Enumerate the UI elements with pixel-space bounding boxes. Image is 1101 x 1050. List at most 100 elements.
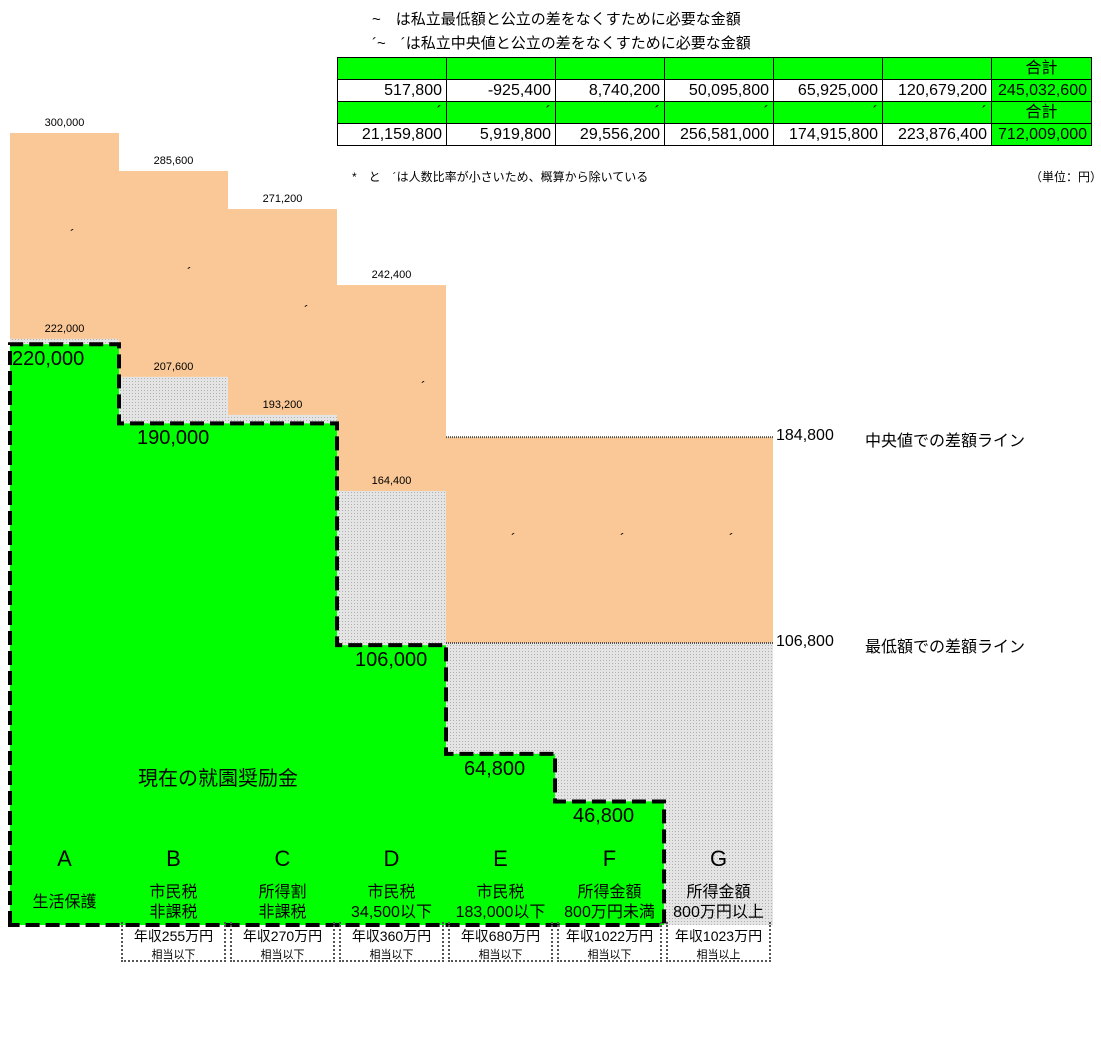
min-gap-bar <box>555 643 664 802</box>
category-letter: G <box>709 846 728 871</box>
category-label: 所得金額 <box>686 884 751 901</box>
current-subsidy-outline <box>8 342 666 927</box>
min-gap-bar <box>664 643 773 925</box>
median-value-label: 271,200 <box>262 193 303 206</box>
income-label: 年収270万円相当以下 <box>230 922 335 962</box>
income-label-line2: 相当以下 <box>587 949 632 961</box>
segment-mark: ´ <box>620 530 625 547</box>
min-value-label: 164,400 <box>371 474 412 487</box>
category-label: 183,000以下 <box>455 904 546 921</box>
unit-label: （単位：円） <box>1030 170 1101 184</box>
current-subsidy-bar <box>337 645 446 925</box>
segment-mark: ´ <box>70 225 75 242</box>
income-label-line1: 年収360万円 <box>351 928 432 944</box>
min-value-label: 207,600 <box>153 360 194 373</box>
income-label: 年収1023万円相当以上 <box>666 922 771 962</box>
median-gap-bar <box>337 285 446 491</box>
segment-mark: ´ <box>304 301 309 318</box>
income-label-line2: 相当以下 <box>151 949 196 961</box>
segment-mark: ´ <box>729 530 734 547</box>
income-label-line1: 年収680万円 <box>460 928 541 944</box>
summary-median-row: 21,159,800 5,919,800 29,556,200 256,581,… <box>337 123 1092 146</box>
total-header: 合計 <box>991 57 1092 80</box>
median-value-label: 242,400 <box>371 269 412 282</box>
category-label: 所得金額 <box>577 884 642 901</box>
reference-line-label: 最低額での差額ライン <box>865 639 1026 657</box>
category-label: 生活保護 <box>32 894 97 911</box>
reference-line-label: 中央値での差額ライン <box>865 433 1026 451</box>
category-label: 34,500以下 <box>351 904 432 921</box>
category-letter: C <box>274 846 291 871</box>
segment-mark: ´ <box>511 530 516 547</box>
table-cell: ´ <box>773 101 883 124</box>
table-cell: 256,581,000 <box>664 123 774 146</box>
income-label-line2: 相当以下 <box>260 949 305 961</box>
table-cell: 50,095,800 <box>664 79 774 102</box>
current-value-label: 220,000 <box>12 348 85 371</box>
category-letter: D <box>383 846 400 871</box>
median-gap-bar <box>664 437 773 644</box>
min-gap-bar <box>228 414 337 424</box>
reference-value-label: 106,800 <box>776 633 834 651</box>
current-value-label: 106,000 <box>355 649 428 672</box>
income-label-line1: 年収270万円 <box>242 928 323 944</box>
table-cell: ´ <box>555 101 665 124</box>
min-value-label: 193,200 <box>262 398 303 411</box>
min-gap-bar <box>337 490 446 646</box>
current-value-label: 46,800 <box>573 805 635 828</box>
table-cell: -925,400 <box>446 79 556 102</box>
current-subsidy-bar <box>10 344 119 925</box>
legend-min-gap: ~ は私立最低額と公立の差をなくすために必要な金額 <box>372 11 741 28</box>
current-subsidy-bar <box>119 423 228 925</box>
current-subsidy-bar <box>446 753 555 925</box>
summary-min-row: 517,800 -925,400 8,740,200 50,095,800 65… <box>337 79 1092 102</box>
table-cell: 29,556,200 <box>555 123 665 146</box>
total-cell: 712,009,000 <box>991 123 1092 146</box>
income-label: 年収1022万円 相当以下 <box>557 922 662 962</box>
reference-value-label: 184,800 <box>776 427 834 445</box>
table-cell: 174,915,800 <box>773 123 883 146</box>
income-label-line2: 相当以下 <box>478 949 523 961</box>
income-label-line2: 相当以下 <box>369 949 414 961</box>
category-label: 非課税 <box>149 904 198 921</box>
median-gap-bar <box>10 133 119 339</box>
summary-header-row: 合計 <box>337 57 1092 80</box>
current-value-label: 190,000 <box>137 427 210 450</box>
legend-median-gap: ´~ ´は私立中央値と公立の差をなくすために必要な金額 <box>372 35 751 52</box>
segment-mark: ´ <box>187 263 192 280</box>
table-cell: 5,919,800 <box>446 123 556 146</box>
median-gap-bar <box>228 209 337 415</box>
table-cell: 517,800 <box>337 79 447 102</box>
min-value-label: 222,000 <box>44 322 85 335</box>
income-label-line1: 年収255万円 <box>133 928 214 944</box>
income-label: 年収360万円相当以下 <box>339 922 444 962</box>
income-label-line1: 年収1023万円 <box>674 928 763 944</box>
median-gap-bar <box>446 437 555 644</box>
category-label: 市民税 <box>149 884 198 901</box>
category-letter: A <box>57 846 72 871</box>
category-label: 市民税 <box>367 884 416 901</box>
table-cell: ´ <box>882 101 992 124</box>
table-cell: 21,159,800 <box>337 123 447 146</box>
table-cell: 223,876,400 <box>882 123 992 146</box>
current-subsidy-bar <box>228 423 337 925</box>
current-subsidy-label: 現在の就園奨励金 <box>138 768 298 790</box>
income-label: 年収680万円相当以下 <box>448 922 553 962</box>
category-label: 800万円以上 <box>673 904 764 921</box>
income-label: 年収255万円相当以下 <box>121 922 226 962</box>
table-cell: ´ <box>446 101 556 124</box>
category-letter: B <box>166 846 181 871</box>
summary-table: 合計 517,800 -925,400 8,740,200 50,095,800… <box>337 57 1092 146</box>
median-gap-bar <box>119 171 228 377</box>
min-gap-bar <box>446 643 555 754</box>
category-label: 市民税 <box>476 884 525 901</box>
segment-mark: ´ <box>421 378 426 395</box>
min-gap-bar <box>119 376 228 424</box>
table-cell: ´ <box>664 101 774 124</box>
current-value-label: 64,800 <box>464 757 526 780</box>
income-label-line2: 相当以上 <box>696 949 741 961</box>
table-cell: 120,679,200 <box>882 79 992 102</box>
category-label: 800万円未満 <box>564 904 655 921</box>
table-cell: 65,925,000 <box>773 79 883 102</box>
